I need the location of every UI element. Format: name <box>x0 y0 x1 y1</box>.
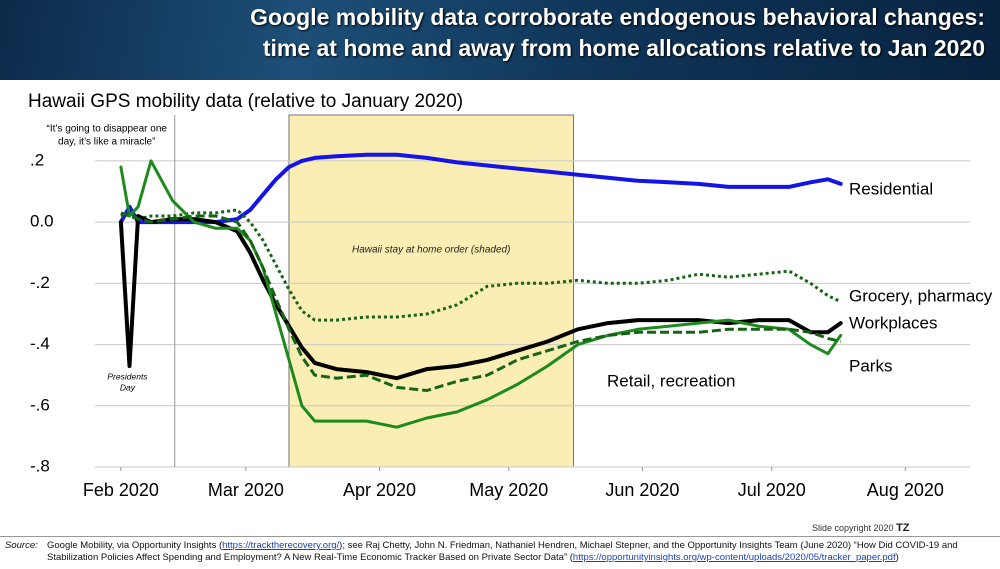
source-text: Google Mobility, via Opportunity Insight… <box>47 540 995 564</box>
series-label: Residential <box>849 179 933 198</box>
series-label: Retail, recreation <box>607 371 736 390</box>
series-line <box>120 208 842 322</box>
shade-label: Hawaii stay at home order (shaded) <box>352 245 510 256</box>
shaded-region <box>288 114 574 468</box>
title-banner: Google mobility data corroborate endogen… <box>0 0 1000 80</box>
series-line <box>120 211 842 392</box>
y-tick-label: -.4 <box>30 334 50 353</box>
x-tick-label: Mar 2020 <box>208 480 284 500</box>
source-link[interactable]: https://opportunityinsights.org/wp-conte… <box>572 552 896 563</box>
chart-title: Hawaii GPS mobility data (relative to Ja… <box>28 91 463 112</box>
copyright: Slide copyright 2020 TZ <box>812 522 910 534</box>
series-label: Parks <box>849 356 892 375</box>
copyright-text: Slide copyright 2020 <box>812 523 894 533</box>
x-tick-label: Aug 2020 <box>867 480 944 500</box>
source-label: Source: <box>5 540 38 551</box>
source-fragment: ) <box>895 552 899 563</box>
y-tick-label: -.6 <box>30 395 50 414</box>
y-tick-label: 0.0 <box>30 212 54 231</box>
source-note: Source: Google Mobility, via Opportunity… <box>0 540 995 564</box>
divider <box>0 536 1000 537</box>
x-tick-label: May 2020 <box>469 480 548 500</box>
series-label: Workplaces <box>849 313 938 332</box>
series-label: Grocery, pharmacy <box>849 286 993 305</box>
event-label: Day <box>120 382 136 392</box>
x-tick-label: Jul 2020 <box>738 480 806 500</box>
x-tick-label: Apr 2020 <box>343 480 416 500</box>
y-tick-label: -.2 <box>30 273 50 292</box>
slide-title: time at home and away from home allocati… <box>262 35 985 61</box>
quote: day, it’s like a miracle” <box>58 137 155 148</box>
chart: Hawaii GPS mobility data (relative to Ja… <box>28 91 993 500</box>
series-line <box>119 159 843 429</box>
source-link[interactable]: https://tracktherecovery.org/ <box>222 540 340 551</box>
event-label: Presidents <box>107 371 148 381</box>
logo: TZ <box>896 522 910 534</box>
quote: “It’s going to disappear one <box>47 124 168 135</box>
source-fragment: ); see Raj Chetty, John N. Friedman, Nat… <box>47 540 958 563</box>
x-tick-label: Feb 2020 <box>83 480 159 500</box>
y-tick-label: .2 <box>30 150 44 169</box>
source-fragment: Google Mobility, via Opportunity Insight… <box>47 540 223 551</box>
y-tick-label: -.8 <box>30 456 50 475</box>
x-tick-label: Jun 2020 <box>605 480 679 500</box>
slide-title: Google mobility data corroborate endogen… <box>250 4 985 30</box>
